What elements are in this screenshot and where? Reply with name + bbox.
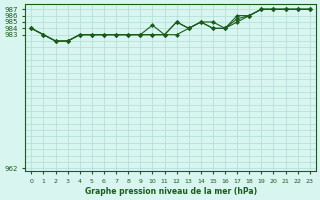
X-axis label: Graphe pression niveau de la mer (hPa): Graphe pression niveau de la mer (hPa) [84, 187, 257, 196]
